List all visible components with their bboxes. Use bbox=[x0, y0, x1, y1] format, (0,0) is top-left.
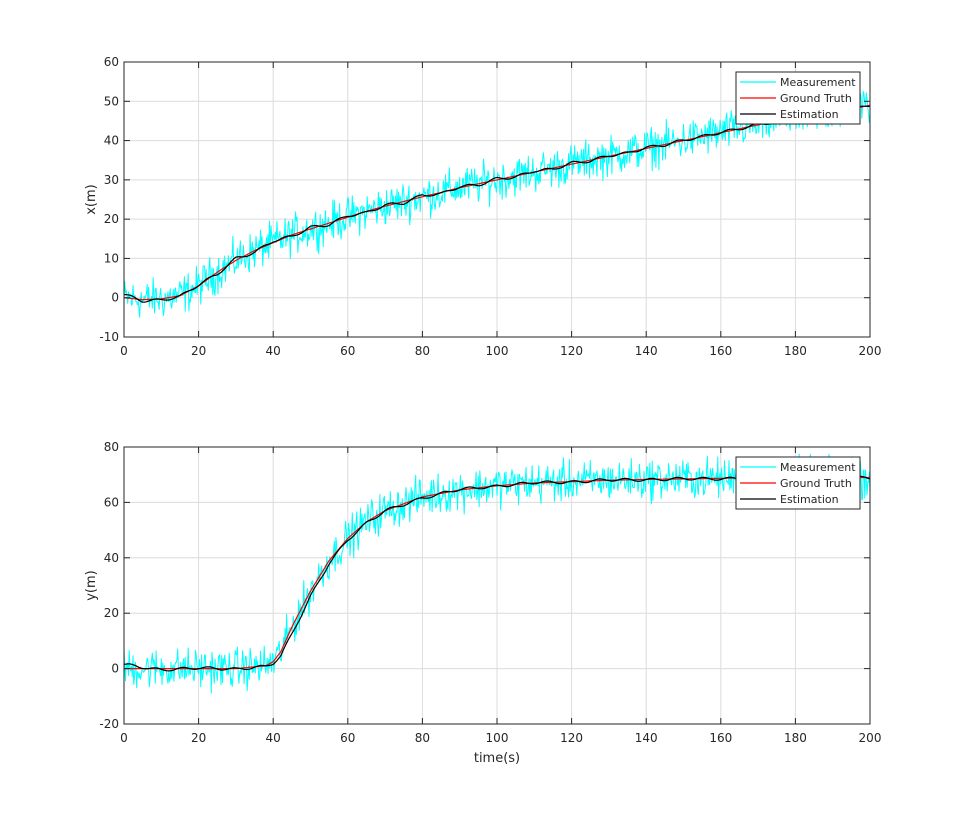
y-tick-label: 30 bbox=[104, 173, 119, 187]
x-tick-label: 80 bbox=[415, 344, 430, 358]
x-tick-label: 20 bbox=[191, 344, 206, 358]
x-tick-label: 20 bbox=[191, 731, 206, 745]
x-tick-label: 140 bbox=[635, 731, 658, 745]
x-tick-label: 160 bbox=[709, 731, 732, 745]
legend-label: Measurement bbox=[780, 461, 856, 474]
x-tick-label: 200 bbox=[859, 731, 882, 745]
y-tick-label: 10 bbox=[104, 251, 119, 265]
x-tick-label: 0 bbox=[120, 731, 128, 745]
y-tick-label: -20 bbox=[99, 717, 119, 731]
x-tick-label: 0 bbox=[120, 344, 128, 358]
legend-label: Ground Truth bbox=[780, 92, 852, 105]
chart-panel-1: 0 20 40 60 80 100 120 140 160 180 200-100102030405… bbox=[84, 55, 881, 358]
y-tick-label: 50 bbox=[104, 94, 119, 108]
y-tick-label: 40 bbox=[104, 134, 119, 148]
y-tick-label: 20 bbox=[104, 212, 119, 226]
legend-label: Estimation bbox=[780, 493, 839, 506]
y-tick-label: 40 bbox=[104, 551, 119, 565]
x-tick-label: 120 bbox=[560, 344, 583, 358]
x-axis-title: time(s) bbox=[474, 751, 520, 766]
x-tick-label: 200 bbox=[859, 344, 882, 358]
y-tick-label: 0 bbox=[111, 291, 119, 305]
y-tick-label: 80 bbox=[104, 440, 119, 454]
x-tick-label: 100 bbox=[486, 731, 509, 745]
x-tick-label: 140 bbox=[635, 344, 658, 358]
data-layer bbox=[124, 90, 870, 318]
x-tick-label: 60 bbox=[340, 731, 355, 745]
x-tick-label: 40 bbox=[266, 731, 281, 745]
x-tick-label: 60 bbox=[340, 344, 355, 358]
legend-label: Measurement bbox=[780, 76, 856, 89]
x-tick-label: 100 bbox=[486, 344, 509, 358]
series-line-ground-truth bbox=[124, 104, 870, 301]
x-tick-label: 80 bbox=[415, 731, 430, 745]
y-tick-label: 60 bbox=[104, 55, 119, 69]
legend: Measurement Ground Truth Estimation bbox=[735, 456, 861, 510]
y-axis-title: y(m) bbox=[84, 570, 99, 601]
y-tick-label: 0 bbox=[111, 662, 119, 676]
legend-label: Estimation bbox=[780, 108, 839, 121]
x-tick-label: 40 bbox=[266, 344, 281, 358]
x-tick-label: 120 bbox=[560, 731, 583, 745]
series-line-estimation bbox=[124, 105, 870, 303]
x-tick-label: 180 bbox=[784, 731, 807, 745]
x-tick-label: 180 bbox=[784, 344, 807, 358]
series-line-measurement bbox=[124, 90, 870, 318]
legend-label: Ground Truth bbox=[780, 477, 852, 490]
y-tick-label: 60 bbox=[104, 495, 119, 509]
y-tick-label: 20 bbox=[104, 606, 119, 620]
y-axis-title: x(m) bbox=[84, 184, 99, 215]
chart-panel-2: 0 20 40 60 80 100 120 140 160 180 200-20020406080y… bbox=[84, 440, 881, 766]
legend: Measurement Ground Truth Estimation bbox=[735, 71, 861, 125]
x-tick-label: 160 bbox=[709, 344, 732, 358]
y-tick-label: -10 bbox=[99, 330, 119, 344]
